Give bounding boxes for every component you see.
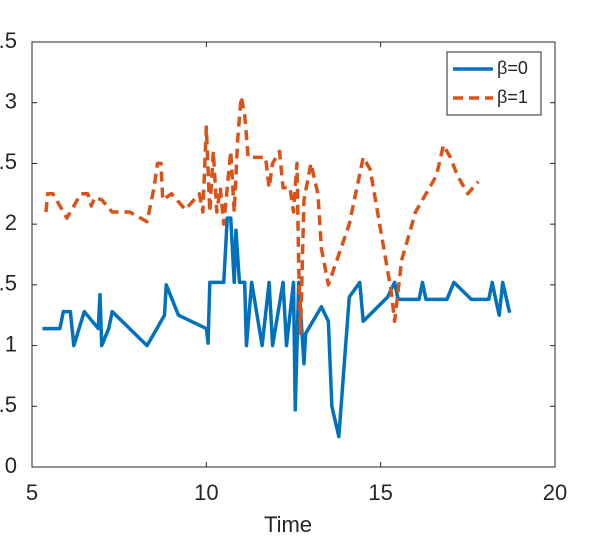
data-line (42, 216, 512, 439)
x-tick-label: 10 (194, 480, 218, 505)
y-tick-label: 2 (5, 210, 17, 235)
y-tick-label: 2.5 (0, 149, 17, 174)
x-axis-label: Time (264, 512, 312, 537)
legend-label: β=0 (497, 58, 528, 78)
legend-label: β=1 (497, 87, 528, 107)
y-tick-label: 3.5 (0, 28, 17, 53)
y-tick-label: 0.5 (0, 392, 17, 417)
x-tick-label: 15 (368, 480, 392, 505)
y-tick-label: 0 (5, 453, 17, 478)
data-line (44, 94, 480, 336)
y-tick-label: 1 (5, 331, 17, 356)
y-tick-label: 1.5 (0, 271, 17, 296)
y-tick-label: 3 (5, 89, 17, 114)
legend-box (446, 51, 542, 116)
x-tick-label: 5 (26, 480, 38, 505)
x-tick-label: 20 (543, 480, 567, 505)
